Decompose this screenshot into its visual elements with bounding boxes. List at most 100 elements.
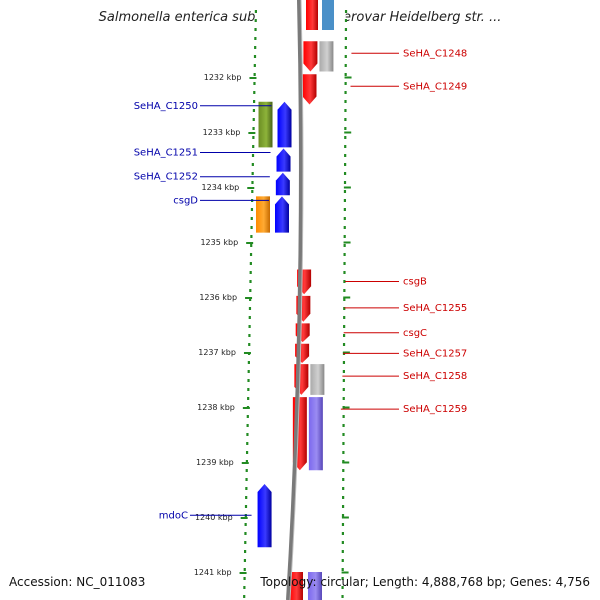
ruler-dot-left xyxy=(248,316,251,319)
ruler-dot-right xyxy=(344,145,347,148)
ruler-dot-left xyxy=(245,460,248,463)
ruler-dot-right xyxy=(344,82,347,85)
ruler-dot-right xyxy=(342,478,345,481)
ruler-dot-right xyxy=(343,298,346,301)
gene-label-csgD: csgD xyxy=(173,195,198,206)
ruler-dot-right xyxy=(342,442,345,445)
ruler-dot-left xyxy=(252,127,255,130)
ruler-dot-right xyxy=(343,253,346,256)
ruler-dot-right xyxy=(342,496,345,499)
ruler-dot-left xyxy=(248,334,251,337)
kbp-major-tick-right xyxy=(341,571,349,574)
ruler-dot-left xyxy=(249,298,252,301)
ruler-dot-right xyxy=(341,559,344,562)
ruler-dot-left xyxy=(251,181,254,184)
backbone-highlight xyxy=(289,0,304,600)
kbp-major-tick-left xyxy=(245,297,253,299)
backbone-arc xyxy=(286,0,303,600)
ruler-dot-left xyxy=(249,280,252,283)
ruler-dot-right xyxy=(343,190,347,193)
ruler-dot-right xyxy=(343,181,347,184)
ruler-dot-left xyxy=(253,91,256,94)
ruler-dot-left xyxy=(248,307,252,310)
ruler-dot-right xyxy=(342,370,345,373)
ruler-dot-right xyxy=(344,55,347,58)
ruler-dot-left xyxy=(249,289,252,292)
clipped-feature-purple xyxy=(307,572,322,600)
gene-label-SeHA_C1251: SeHA_C1251 xyxy=(134,148,198,159)
gene-mdoC-arrow xyxy=(257,484,272,548)
kbp-major-tick-right xyxy=(344,131,352,134)
ruler-dot-left xyxy=(252,109,256,112)
backbone xyxy=(286,0,304,600)
ruler-dot-right xyxy=(344,127,347,130)
ruler-dot-right xyxy=(344,136,347,139)
ruler-dot-left xyxy=(253,82,256,85)
ruler-dot-left xyxy=(254,19,257,22)
kbp-major-tick-right xyxy=(342,406,350,409)
ruler-dot-right xyxy=(344,109,347,112)
ruler-dot-left xyxy=(245,451,249,454)
ruler-dot-right xyxy=(341,595,344,598)
ruler-dot-left xyxy=(245,487,248,490)
kbp-major-tick-left xyxy=(241,462,249,464)
ruler-dot-left xyxy=(248,343,251,346)
ruler-dot-right xyxy=(344,91,347,94)
kbp-major-tick-right xyxy=(343,296,351,299)
genome-stats-text: Topology: circular; Length: 4,888,768 bp… xyxy=(260,575,590,589)
ruler-dot-left xyxy=(251,163,254,166)
kbp-tick-label: 1238 kbp xyxy=(197,403,235,412)
ruler-dot-left xyxy=(246,424,249,427)
gene-label-mdoC: mdoC xyxy=(159,510,188,521)
gene-csgD-arrow xyxy=(274,196,289,233)
ruler-dot-right xyxy=(343,280,346,283)
ruler-dot-left xyxy=(250,244,253,247)
ruler-dot-right xyxy=(341,577,344,580)
ruler-dot-left xyxy=(243,586,246,589)
ruler-dot-left xyxy=(249,262,252,265)
ruler-dot-right xyxy=(344,28,348,31)
ruler-dot-left xyxy=(244,505,248,508)
kbp-tick-label: 1239 kbp xyxy=(196,458,234,467)
gene-label-SeHA_C1252: SeHA_C1252 xyxy=(134,172,198,183)
gene-SeHA_C1248-arrow xyxy=(303,41,318,72)
ruler-dot-left xyxy=(253,73,256,76)
ruler-dot-right xyxy=(344,10,348,13)
ruler-dot-right xyxy=(344,118,347,121)
clipped-feature-red xyxy=(288,572,303,600)
ruler-dot-left xyxy=(250,235,253,238)
ruler-dot-right xyxy=(342,469,345,472)
ruler-dot-right xyxy=(344,46,347,49)
gene-label-SeHA_C1258: SeHA_C1258 xyxy=(403,371,467,382)
ruler-dot-right xyxy=(341,541,344,544)
gene-label-SeHA_C1249: SeHA_C1249 xyxy=(403,81,467,92)
ruler-dot-left xyxy=(250,217,253,220)
ruler-dot-right xyxy=(341,568,344,571)
ruler-dot-left xyxy=(243,559,247,562)
ruler-dot-right xyxy=(342,487,345,490)
kbp-tick-label: 1233 kbp xyxy=(203,128,241,137)
ruler-dot-right xyxy=(343,172,347,175)
kbp-major-tick-left xyxy=(240,517,248,519)
kbp-major-tick-left xyxy=(242,407,250,409)
ruler-dot-left xyxy=(247,370,250,373)
ruler-dot-right xyxy=(341,586,344,589)
ruler-dot-right xyxy=(341,523,345,526)
ruler-dot-left xyxy=(254,28,257,31)
ruler-dot-left xyxy=(243,568,246,571)
kbp-major-tick-left xyxy=(248,132,256,134)
ruler-dot-left xyxy=(251,172,254,175)
kbp-tick-label: 1241 kbp xyxy=(194,568,232,577)
ruler-dot-right xyxy=(344,154,347,157)
kbp-major-tick-right xyxy=(343,186,351,189)
gene-label-SeHA_C1255: SeHA_C1255 xyxy=(403,303,467,314)
ruler-dot-right xyxy=(344,100,347,103)
kbp-tick-label: 1236 kbp xyxy=(199,293,237,302)
ruler-dot-right xyxy=(344,19,348,22)
ruler-dot-right xyxy=(343,289,346,292)
kbp-major-tick-left xyxy=(243,352,251,354)
gene-SeHA_C1250-cog-box xyxy=(258,101,273,148)
ruler-dot-left xyxy=(253,100,256,103)
ruler-dot-right xyxy=(342,343,346,346)
ruler-dot-right xyxy=(342,334,346,337)
